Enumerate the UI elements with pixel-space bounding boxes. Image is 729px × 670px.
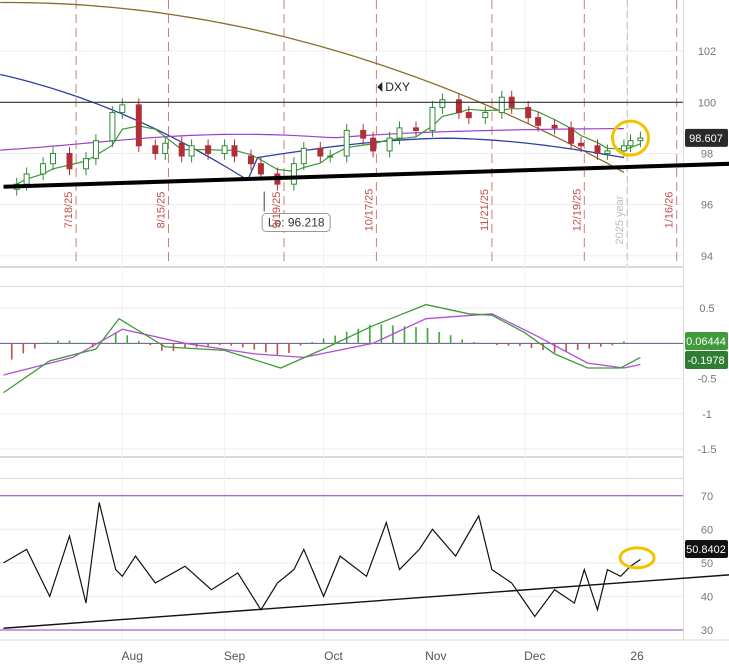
y-tick-label: 40 [701,591,713,603]
candle-body [360,129,367,139]
event-marker-label: 11/21/25 [479,189,491,231]
value-badge-text: 0.06444 [686,336,726,348]
value-badge [685,128,728,147]
candle-body [231,145,238,157]
candle-body [188,145,195,157]
y-tick-label: 70 [701,491,713,503]
candle-body [23,173,30,185]
candle-body [620,145,627,152]
x-month-label: Nov [425,649,446,663]
candle-body [290,163,297,185]
candle-body [578,142,584,147]
candle-body [178,142,185,157]
value-badge [685,351,728,369]
candle-body [300,147,307,165]
x-month-label: Oct [324,649,343,663]
y-tick-label: 0.5 [699,303,714,315]
candle-body [439,99,446,108]
low-label-text: Lo: 96.218 [268,216,325,230]
price-support-trendline [3,161,729,189]
event-marker-label: 12/19/25 [571,189,583,232]
value-badge-text: 98.607 [689,133,723,145]
y-tick-label: 96 [701,200,713,212]
candle-body [604,150,611,154]
event-marker-label: 1/16/26 [664,192,676,229]
y-tick-label: 100 [698,97,716,109]
x-month-label: 26 [630,649,644,663]
candle-body [327,155,334,158]
candle-body [637,137,644,142]
candle-body [50,152,56,165]
rsi-line [3,502,641,618]
rsi-highlight-circle [618,546,656,570]
candle-body [83,158,89,170]
event-marker-label: 10/17/25 [363,189,375,232]
event-marker-label: 9/19/25 [271,192,283,229]
value-badge-text: 50.8402 [686,544,726,556]
candle-body [386,137,393,152]
price-highlight-circle [611,119,650,157]
candle-body [551,124,558,129]
ma-medium-line [0,73,625,182]
candle-body [152,145,159,154]
candle-body [162,142,169,154]
low-label-box [261,213,331,232]
candle-body [66,152,73,170]
candle-body [627,140,634,147]
candle-body [465,112,472,119]
candle-body [455,99,462,114]
year-marker-label: 2025 year [614,195,626,244]
value-badge-text: -0.1978 [687,355,724,367]
candle-body [498,96,505,114]
candle-body [568,127,575,144]
event-marker-label: 8/15/25 [156,192,168,229]
candle-body [205,145,212,154]
y-tick-label: -0.5 [698,374,717,386]
event-marker-label: 7/18/25 [63,192,75,229]
candle-body [92,140,99,160]
ma-50-line [0,128,624,151]
x-month-label: Dec [524,649,545,663]
y-tick-label: 30 [701,625,713,637]
candle-body [135,104,142,147]
candle-body [248,155,254,165]
x-month-label: Sep [224,649,246,663]
value-badge [685,540,728,558]
y-tick-label: 60 [701,524,713,536]
macd-line [3,303,641,394]
candle-body [119,104,126,114]
candle-body [370,137,377,152]
symbol-pointer-icon [377,81,383,92]
candle-body [40,163,47,175]
candle-body [343,129,350,157]
candle-body [594,145,601,154]
candle-body [257,163,264,175]
y-tick-label: 98 [701,148,713,160]
y-tick-label: 94 [701,251,713,263]
ma-long-line [0,1,625,173]
y-tick-label: 50 [701,558,713,570]
candle-body [109,112,116,142]
candle-body [221,145,228,154]
symbol-label: DXY [385,80,410,94]
rsi-support-trendline [3,574,729,629]
x-month-label: Aug [122,649,143,663]
candle-body [396,127,403,139]
candle-body [317,147,324,157]
candle-body [413,127,419,131]
candle-body [525,106,532,119]
candle-body [429,106,436,131]
candle-body [535,117,542,126]
y-tick-label: -1 [702,409,712,421]
y-tick-label: -1.5 [698,444,717,456]
macd-signal-line [3,313,641,376]
candle-body [482,112,489,119]
y-tick-label: 102 [698,46,716,58]
value-badge [685,332,728,350]
